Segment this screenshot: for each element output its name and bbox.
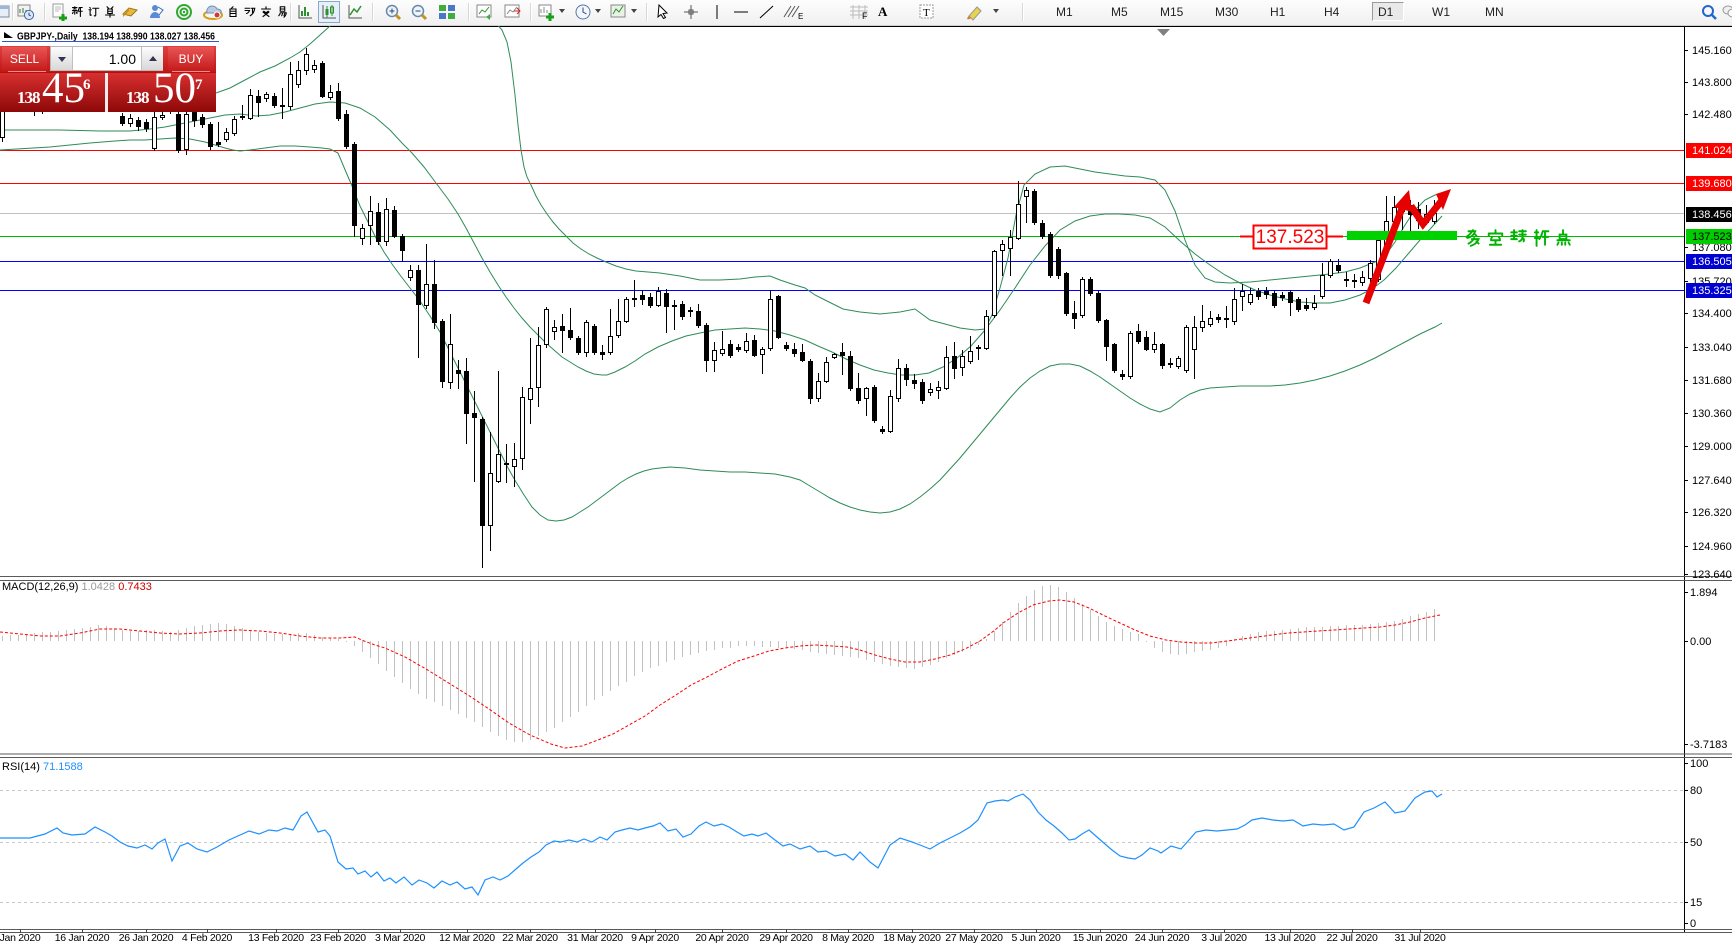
svg-text:Jan 2020: Jan 2020 (0, 932, 41, 944)
svg-text:13 Feb 2020: 13 Feb 2020 (248, 932, 304, 944)
svg-text:100: 100 (1690, 758, 1708, 770)
svg-text:E: E (798, 12, 803, 21)
svg-text:29 Apr 2020: 29 Apr 2020 (759, 932, 813, 944)
svg-text:138.456: 138.456 (1692, 209, 1732, 221)
svg-text:20 Apr 2020: 20 Apr 2020 (695, 932, 749, 944)
svg-text:133.040: 133.040 (1692, 342, 1732, 354)
svg-text:126.320: 126.320 (1692, 507, 1732, 519)
svg-text:22 Mar 2020: 22 Mar 2020 (502, 932, 558, 944)
svg-text:137.523: 137.523 (1692, 231, 1732, 243)
svg-text:3 Mar 2020: 3 Mar 2020 (375, 932, 426, 944)
svg-text:0: 0 (1690, 918, 1696, 930)
svg-text:24 Jun 2020: 24 Jun 2020 (1135, 932, 1190, 944)
svg-text:142.480: 142.480 (1692, 109, 1732, 121)
svg-text:18 May 2020: 18 May 2020 (883, 932, 941, 944)
svg-text:T: T (923, 7, 930, 19)
svg-text:RSI(14) 71.1588: RSI(14) 71.1588 (2, 761, 83, 773)
svg-text:3 Jul 2020: 3 Jul 2020 (1201, 932, 1247, 944)
svg-text:8 May 2020: 8 May 2020 (822, 932, 874, 944)
svg-text:23 Feb 2020: 23 Feb 2020 (310, 932, 366, 944)
svg-text:0.00: 0.00 (1690, 636, 1711, 648)
svg-text:13 Jul 2020: 13 Jul 2020 (1265, 932, 1316, 944)
svg-text:9 Apr 2020: 9 Apr 2020 (631, 932, 679, 944)
svg-text:134.400: 134.400 (1692, 308, 1732, 320)
svg-text:136.505: 136.505 (1692, 256, 1732, 268)
svg-text:123.640: 123.640 (1692, 569, 1732, 581)
svg-text:137.523: 137.523 (1256, 227, 1325, 248)
svg-text:130.360: 130.360 (1692, 408, 1732, 420)
svg-text:80: 80 (1690, 785, 1702, 797)
svg-text:141.024: 141.024 (1692, 145, 1732, 157)
svg-text:MACD(12,26,9) 1.0428 0.7433: MACD(12,26,9) 1.0428 0.7433 (2, 581, 152, 593)
svg-text:12 Mar 2020: 12 Mar 2020 (439, 932, 495, 944)
svg-text:145.160: 145.160 (1692, 45, 1732, 57)
svg-text:26 Jan 2020: 26 Jan 2020 (119, 932, 174, 944)
svg-text:4 Feb 2020: 4 Feb 2020 (182, 932, 233, 944)
svg-text:137.080: 137.080 (1692, 242, 1732, 254)
svg-text:1.894: 1.894 (1690, 587, 1718, 599)
svg-text:16 Jan 2020: 16 Jan 2020 (55, 932, 110, 944)
svg-text:27 May 2020: 27 May 2020 (945, 932, 1003, 944)
svg-text:15 Jun 2020: 15 Jun 2020 (1073, 932, 1128, 944)
svg-text:31 Jul 2020: 31 Jul 2020 (1395, 932, 1446, 944)
svg-text:127.640: 127.640 (1692, 475, 1732, 487)
svg-text:135.325: 135.325 (1692, 285, 1732, 297)
svg-text:15: 15 (1690, 897, 1702, 909)
svg-text:129.000: 129.000 (1692, 441, 1732, 453)
svg-text:GBPJPY-,Daily 138.194 138.990: GBPJPY-,Daily 138.194 138.990 138.027 13… (17, 31, 215, 43)
svg-text:139.680: 139.680 (1692, 178, 1732, 190)
svg-text:31 Mar 2020: 31 Mar 2020 (567, 932, 623, 944)
svg-text:22 Jul 2020: 22 Jul 2020 (1327, 932, 1378, 944)
svg-text:131.680: 131.680 (1692, 375, 1732, 387)
svg-text:5 Jun 2020: 5 Jun 2020 (1012, 932, 1061, 944)
svg-text:143.800: 143.800 (1692, 77, 1732, 89)
svg-text:F: F (862, 11, 868, 21)
svg-text:-3.7183: -3.7183 (1690, 739, 1727, 751)
svg-text:50: 50 (1690, 837, 1702, 849)
svg-text:124.960: 124.960 (1692, 541, 1732, 553)
